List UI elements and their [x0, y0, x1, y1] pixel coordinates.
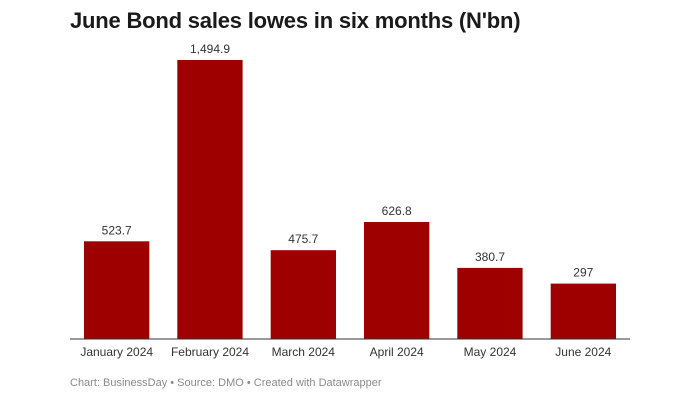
- value-labels-group: 523.7 1,494.9 475.7 626.8 380.7 297: [102, 42, 594, 280]
- value-label: 380.7: [475, 250, 505, 264]
- x-tick-labels-group: January 2024 February 2024 March 2024 April…: [80, 345, 611, 359]
- x-tick-label: June 2024: [555, 345, 611, 359]
- value-label: 297: [573, 266, 593, 280]
- chart-footer: Chart: BusinessDay • Source: DMO • Creat…: [70, 377, 382, 389]
- bar-april-2024: [364, 222, 430, 339]
- x-tick-label: January 2024: [80, 345, 153, 359]
- bar-march-2024: [270, 250, 336, 339]
- bar-february-2024: [177, 60, 243, 339]
- bars-group: [84, 60, 616, 339]
- value-label: 523.7: [102, 223, 132, 237]
- x-tick-label: March 2024: [272, 345, 336, 359]
- bar-january-2024: [84, 241, 150, 339]
- value-label: 626.8: [382, 204, 412, 218]
- x-tick-label: May 2024: [464, 345, 517, 359]
- x-tick-label: February 2024: [171, 345, 249, 359]
- x-tick-label: April 2024: [370, 345, 424, 359]
- value-label: 1,494.9: [190, 42, 230, 56]
- bar-june-2024: [550, 283, 616, 339]
- bar-may-2024: [457, 267, 523, 339]
- value-label: 475.7: [288, 232, 318, 246]
- chart-title: June Bond sales lowes in six months (N'b…: [70, 8, 521, 33]
